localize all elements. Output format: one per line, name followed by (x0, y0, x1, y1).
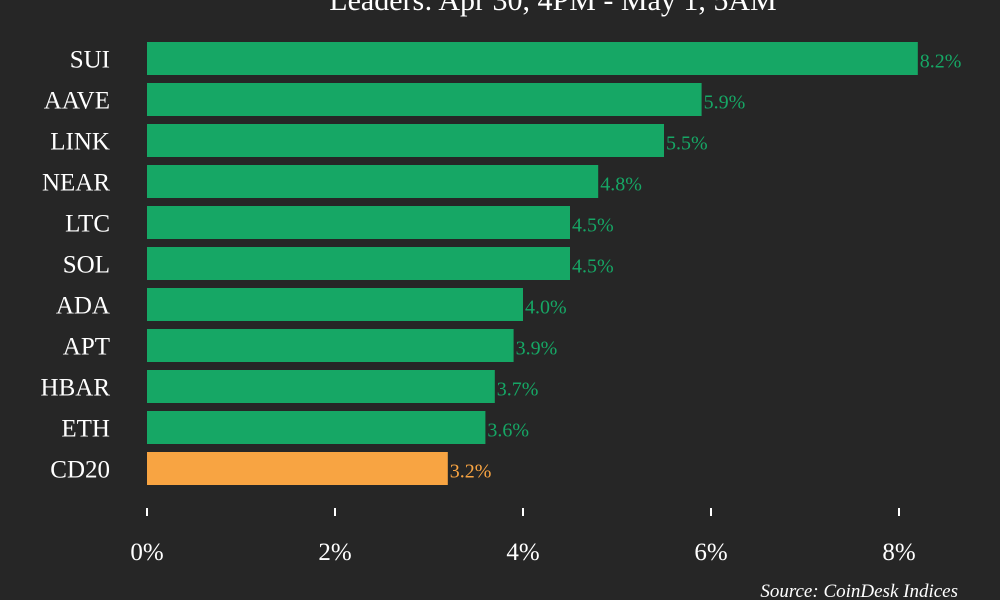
value-label-sui: 8.2% (920, 51, 962, 73)
bar-hbar (147, 370, 495, 403)
value-label-cd20: 3.2% (450, 461, 492, 483)
chart-title: Leaders: Apr 30, 4PM - May 1, 5AM (329, 0, 776, 17)
value-label-aave: 5.9% (704, 92, 746, 114)
category-label-near: NEAR (42, 170, 110, 197)
category-label-aave: AAVE (44, 88, 110, 115)
value-label-link: 5.5% (666, 133, 708, 155)
bar-sui (147, 42, 918, 75)
category-label-ltc: LTC (65, 211, 110, 238)
category-label-hbar: HBAR (41, 375, 111, 402)
category-label-link: LINK (50, 129, 110, 156)
value-labels-group: 8.2%5.9%5.5%4.8%4.5%4.5%4.0%3.9%3.7%3.6%… (450, 51, 962, 483)
value-label-ada: 4.0% (525, 297, 567, 319)
x-tick-label: 8% (882, 539, 915, 566)
x-tick-label: 6% (694, 539, 727, 566)
category-label-eth: ETH (61, 416, 110, 443)
category-label-ada: ADA (56, 293, 110, 320)
x-tick-label: 4% (506, 539, 539, 566)
bar-cd20 (147, 452, 448, 485)
x-tick-label: 0% (130, 539, 163, 566)
value-label-sol: 4.5% (572, 256, 614, 278)
value-label-apt: 3.9% (516, 338, 558, 360)
bar-eth (147, 411, 486, 444)
bars-group (147, 42, 918, 485)
bar-sol (147, 247, 570, 280)
bar-ada (147, 288, 523, 321)
bar-apt (147, 329, 514, 362)
category-label-cd20: CD20 (50, 457, 110, 484)
bar-near (147, 165, 599, 198)
x-axis: 0% 2% 4% 6% 8% (130, 508, 916, 566)
category-labels-group: SUI AAVE LINK NEAR LTC SOL ADA APT HBAR ETH CD20 (41, 47, 111, 484)
bar-aave (147, 83, 702, 116)
source-note: Source: CoinDesk Indices (760, 581, 958, 600)
bar-ltc (147, 206, 570, 239)
category-label-apt: APT (63, 334, 110, 361)
bar-link (147, 124, 664, 157)
category-label-sol: SOL (63, 252, 110, 279)
value-label-eth: 3.6% (487, 420, 529, 442)
value-label-near: 4.8% (600, 174, 642, 196)
category-label-sui: SUI (70, 47, 110, 74)
x-tick-label: 2% (318, 539, 351, 566)
value-label-ltc: 4.5% (572, 215, 614, 237)
value-label-hbar: 3.7% (497, 379, 539, 401)
